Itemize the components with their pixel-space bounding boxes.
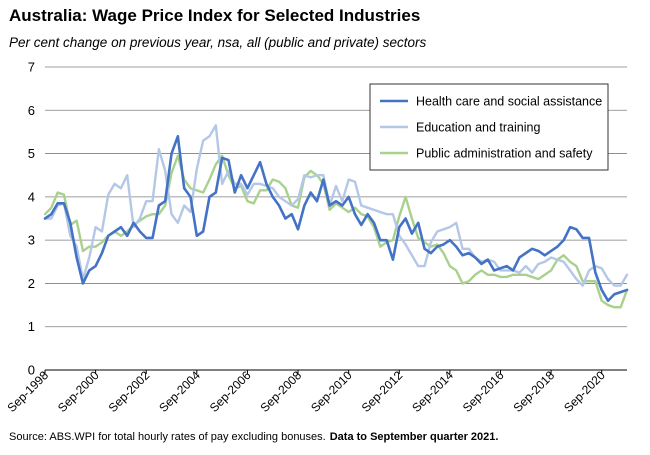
x-tick-label: Sep-2018 [511, 368, 558, 415]
source-text: Source: ABS.WPI for total hourly rates o… [9, 431, 326, 443]
x-tick-label: Sep-2000 [55, 368, 102, 415]
legend-label: Education and training [416, 121, 540, 135]
x-tick-label: Sep-2002 [106, 368, 153, 415]
y-tick-label: 5 [28, 146, 35, 161]
y-tick-label: 6 [28, 103, 35, 118]
y-tick-label: 4 [28, 189, 35, 204]
y-tick-label: 2 [28, 276, 35, 291]
y-tick-label: 1 [28, 319, 35, 334]
series-lines [43, 124, 629, 309]
series-line-education-and-training [43, 124, 629, 287]
chart-title: Australia: Wage Price Index for Selected… [9, 6, 421, 25]
x-tick-label: Sep-2016 [460, 368, 507, 415]
y-tick-label: 7 [28, 60, 35, 75]
y-tick-label: 3 [28, 233, 35, 248]
x-tick-label: Sep-2004 [156, 368, 203, 415]
x-tick-label: Sep-2006 [207, 368, 254, 415]
legend-label: Public administration and safety [416, 147, 593, 161]
gridlines [45, 66, 627, 328]
x-tick-label: Sep-2010 [308, 368, 355, 415]
legend-label: Health care and social assistance [416, 95, 602, 109]
legend-box [369, 83, 609, 171]
x-tick-label: Sep-2008 [257, 368, 304, 415]
y-tick-label: 0 [28, 363, 35, 378]
x-tick-label: Sep-2012 [359, 368, 406, 415]
chart-source: Source: ABS.WPI for total hourly rates o… [9, 431, 498, 443]
legend: Health care and social assistance Educati… [369, 83, 609, 171]
series-line-public-administration-and-safety [43, 154, 629, 309]
series-line-health-care-and-social-assistance [43, 134, 629, 303]
x-tick-label: Sep-2014 [409, 368, 456, 415]
chart-subtitle: Per cent change on previous year, nsa, a… [9, 35, 427, 50]
x-tick-label: Sep-2020 [561, 368, 608, 415]
data-note: Data to September quarter 2021. [329, 431, 499, 443]
